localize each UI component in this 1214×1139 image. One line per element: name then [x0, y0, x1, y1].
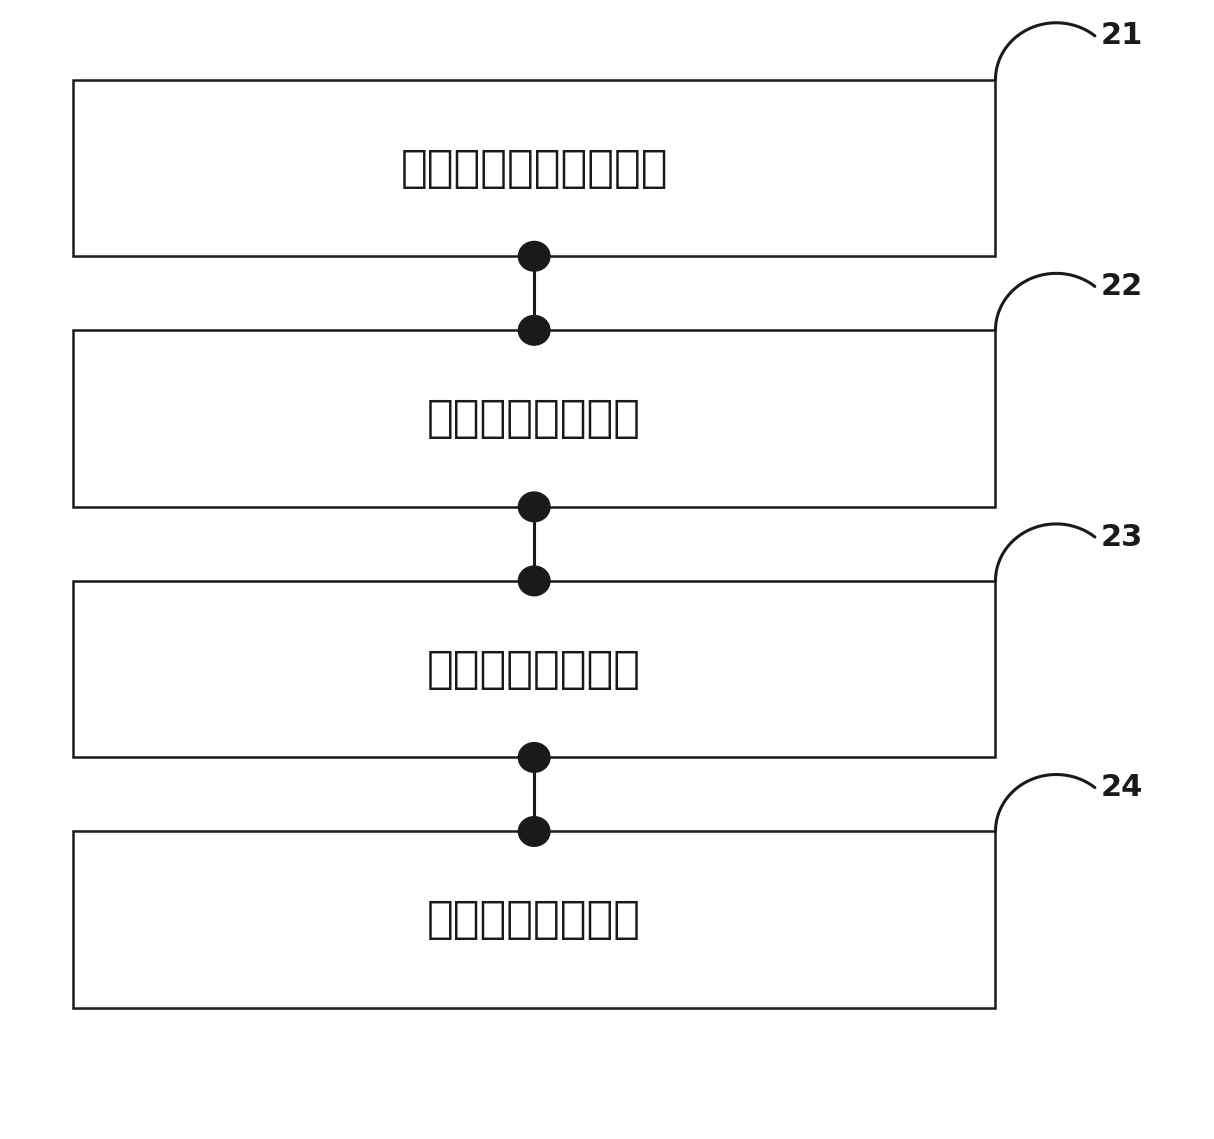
Text: 默认参数确定单元: 默认参数确定单元: [427, 648, 641, 690]
Bar: [73, 80, 995, 256]
Bar: [73, 831, 995, 1008]
Circle shape: [518, 316, 550, 345]
Text: 24: 24: [1101, 773, 1144, 802]
Text: 默认参数发送单元: 默认参数发送单元: [427, 899, 641, 941]
Circle shape: [518, 566, 550, 596]
Text: 地址信息获取单元: 地址信息获取单元: [427, 398, 641, 440]
Bar: [73, 581, 995, 757]
Text: 21: 21: [1101, 22, 1144, 50]
Circle shape: [518, 492, 550, 522]
Circle shape: [518, 743, 550, 772]
Text: 22: 22: [1101, 272, 1144, 301]
Circle shape: [518, 817, 550, 846]
Bar: [73, 330, 995, 507]
Text: 网络连接请求发送单元: 网络连接请求发送单元: [401, 147, 668, 189]
Circle shape: [518, 241, 550, 271]
Text: 23: 23: [1101, 523, 1144, 551]
